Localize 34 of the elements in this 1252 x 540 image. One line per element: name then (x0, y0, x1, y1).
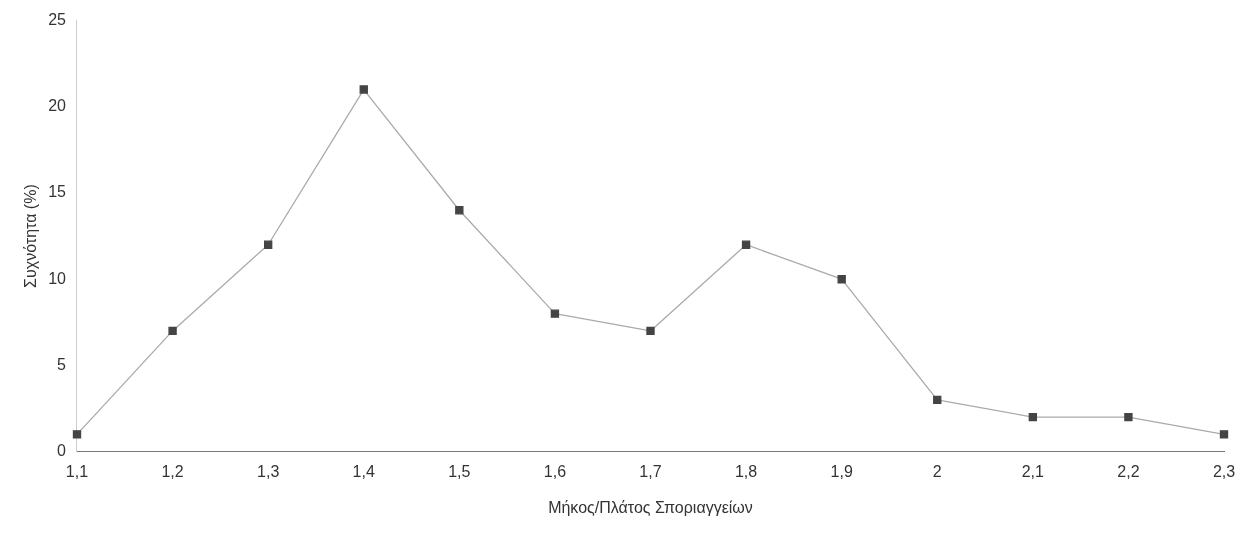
x-tick-label: 1,4 (352, 462, 375, 480)
x-tick-label: 1,5 (448, 462, 471, 480)
point (741, 240, 751, 249)
point (455, 206, 464, 215)
point (359, 85, 368, 94)
x-tick-label: 1,3 (257, 462, 280, 480)
x-axis-title: Μήκος/Πλάτος Σποριαγγείων (548, 498, 753, 516)
y-tick-label: 15 (48, 183, 67, 201)
point (550, 309, 560, 318)
x-tick-label: 2,2 (1117, 462, 1140, 480)
x-tick-label: 1,2 (161, 462, 184, 480)
x-tick-label: 1,7 (639, 462, 662, 480)
point (837, 275, 846, 284)
point (263, 240, 273, 249)
point (168, 326, 177, 336)
y-tick-label: 0 (57, 442, 67, 460)
point (1028, 412, 1038, 422)
x-tick-label: 1,1 (65, 462, 89, 480)
x-tick-label: 1,9 (830, 462, 853, 480)
x-tick-label: 2,1 (1021, 462, 1045, 480)
x-tick-label: 1,6 (543, 462, 567, 480)
point (1219, 430, 1229, 439)
point (646, 326, 655, 336)
y-axis-title: Συχνότητα (%) (22, 184, 40, 288)
y-tick-label: 20 (48, 97, 67, 115)
y-tick-label: 10 (48, 269, 67, 287)
point (72, 430, 82, 439)
y-tick-label: 25 (48, 11, 67, 29)
x-tick-label: 2,3 (1212, 462, 1236, 480)
x-tick-label: 2 (932, 462, 942, 480)
y-tick-label: 5 (57, 355, 67, 373)
point (933, 395, 942, 405)
x-tick-label: 1,8 (734, 462, 758, 480)
point (1124, 412, 1133, 422)
